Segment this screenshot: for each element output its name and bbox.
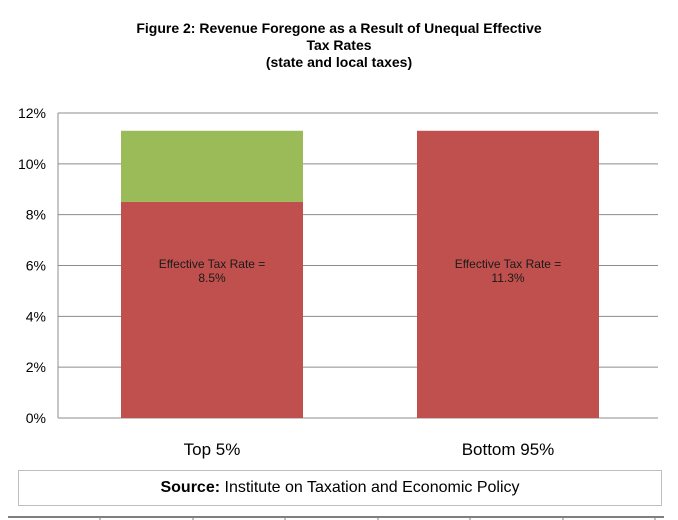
data-label: Effective Tax Rate =	[159, 257, 266, 271]
y-tick-label: 4%	[26, 308, 46, 324]
bar-segment	[121, 130, 303, 202]
y-tick-label: 6%	[26, 258, 46, 274]
bar-segment	[417, 130, 599, 418]
y-tick-label: 12%	[18, 105, 46, 121]
data-label: 8.5%	[198, 271, 226, 285]
source-text: Institute on Taxation and Economic Polic…	[220, 479, 520, 496]
title-line-1: Figure 2: Revenue Foregone as a Result o…	[136, 20, 542, 36]
y-tick-label: 10%	[18, 156, 46, 172]
x-tick-label: Top 5%	[184, 440, 241, 459]
source-box: Source: Institute on Taxation and Econom…	[18, 470, 662, 506]
y-tick-label: 2%	[26, 359, 46, 375]
source-label: Source:	[160, 479, 221, 496]
bar-segment	[121, 201, 303, 418]
chart-title: Figure 2: Revenue Foregone as a Result o…	[0, 20, 678, 71]
title-line-2: Tax Rates	[306, 37, 372, 53]
y-tick-label: 0%	[26, 410, 46, 426]
title-line-3: (state and local taxes)	[265, 54, 413, 70]
x-tick-label: Bottom 95%	[462, 440, 555, 459]
y-tick-label: 8%	[26, 207, 46, 223]
data-label: Effective Tax Rate =	[455, 257, 562, 271]
data-label: 11.3%	[491, 271, 524, 285]
